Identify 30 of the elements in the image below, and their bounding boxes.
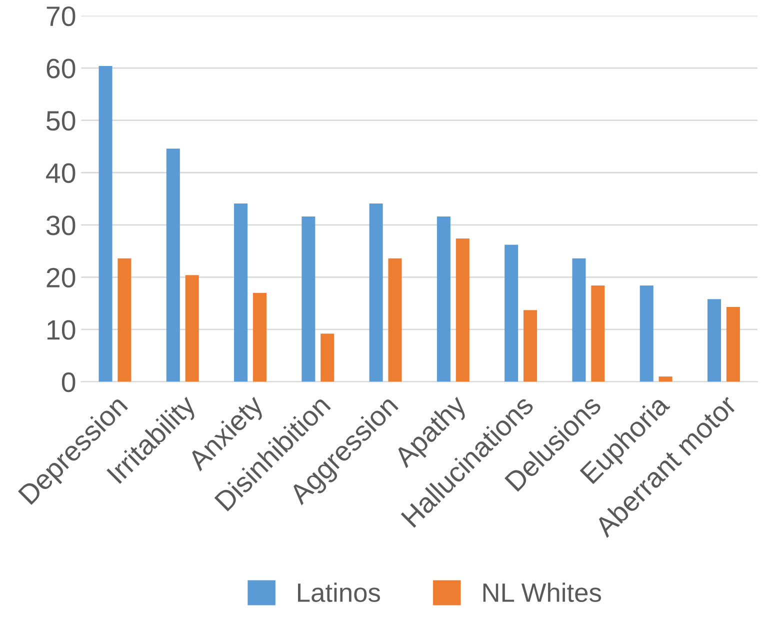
y-tick-label: 50 — [46, 111, 76, 131]
y-tick-label: 20 — [46, 268, 76, 288]
bar — [369, 203, 383, 382]
bar — [504, 244, 518, 382]
bar — [456, 238, 470, 382]
bar — [707, 299, 722, 382]
y-tick-label: 60 — [46, 58, 76, 78]
bar — [572, 258, 586, 382]
bar — [185, 275, 199, 382]
bar — [658, 376, 672, 382]
bar — [302, 216, 316, 382]
bar — [640, 286, 654, 382]
bar — [524, 310, 538, 382]
bar — [234, 203, 248, 382]
bar — [388, 258, 402, 382]
bar — [726, 306, 740, 382]
bar — [252, 292, 266, 382]
legend-label: Latinos — [298, 582, 380, 602]
y-tick-label: 10 — [48, 320, 76, 340]
y-tick-label: 40 — [46, 163, 76, 183]
legend-label: NL Whites — [483, 582, 601, 602]
y-tick-label: 0 — [62, 372, 76, 392]
y-tick-label: 30 — [46, 216, 76, 236]
bar — [166, 148, 180, 382]
bar — [320, 334, 334, 382]
bar — [98, 66, 112, 382]
y-tick-label: 70 — [46, 6, 76, 26]
bar — [436, 216, 450, 382]
bar — [591, 286, 605, 382]
bar — [118, 258, 132, 382]
